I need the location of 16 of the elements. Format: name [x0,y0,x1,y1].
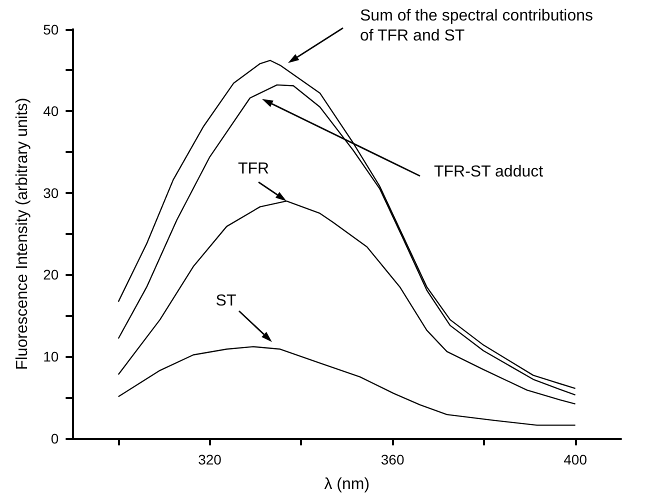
annotation: TFR [238,160,270,178]
line-series [118,346,576,426]
y-tick-label: 0 [50,430,59,446]
x-tick-label: 400 [564,451,588,468]
annotation: ST [216,292,236,310]
x-tick-label: 360 [380,451,404,468]
annotation: Sum of the spectral contributions of TFR and ST [360,8,594,44]
x-axis-title: λ (nm) [324,476,370,493]
y-tick-label: 40 [43,103,59,120]
y-axis-title: Fluorescence Intensity (arbitrary units) [14,98,32,370]
y-tick-label: 10 [43,348,59,364]
annotation: TFR-ST adduct [434,164,544,180]
x-tick-label: 320 [198,451,222,468]
y-tick-label: 30 [43,184,59,201]
y-tick-label: 50 [43,21,59,38]
y-tick-label: 20 [43,266,59,283]
